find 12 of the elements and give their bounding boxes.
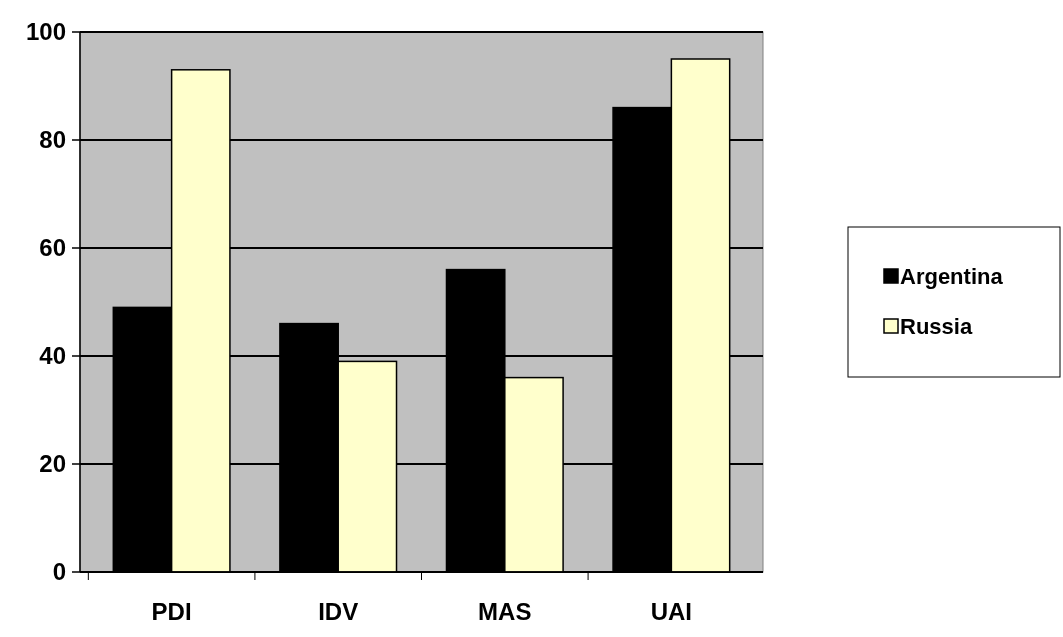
y-tick-label: 20 xyxy=(39,450,66,478)
y-tick-label: 60 xyxy=(39,234,66,262)
y-tick-label: 40 xyxy=(39,342,66,370)
x-tick-label: PDI xyxy=(151,598,192,625)
y-tick-label: 0 xyxy=(52,558,66,586)
x-tick-label: MAS xyxy=(478,598,532,625)
legend-label: Russia xyxy=(900,313,973,339)
y-tick-label: 80 xyxy=(39,126,66,154)
x-tick-label: IDV xyxy=(318,598,359,625)
legend-label: Argentina xyxy=(900,263,1004,289)
x-tick-label: UAI xyxy=(650,598,693,625)
y-tick-label: 100 xyxy=(25,18,66,46)
